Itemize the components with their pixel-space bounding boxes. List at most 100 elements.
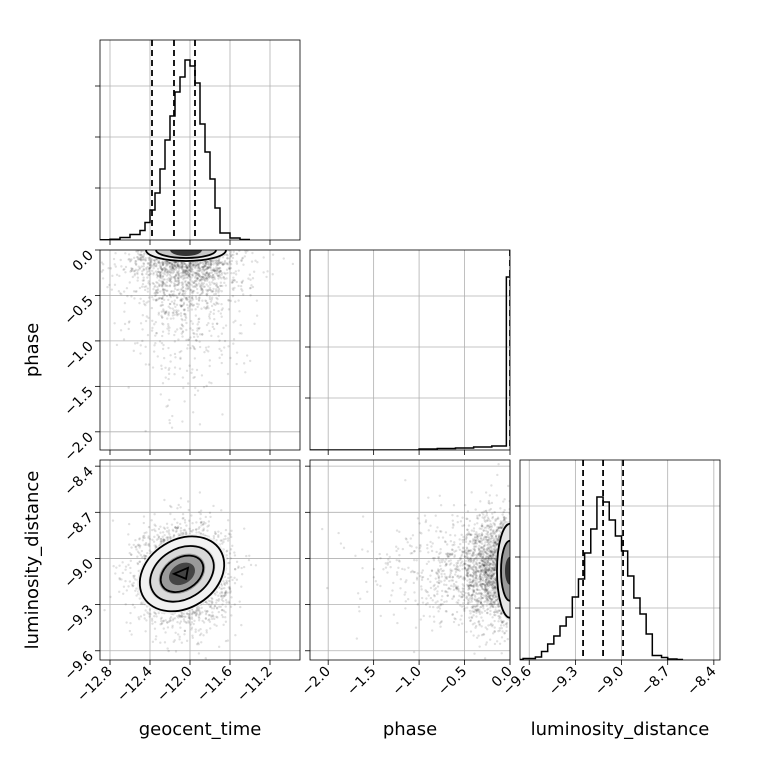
sample-point (157, 270, 160, 273)
sample-point (212, 263, 215, 266)
sample-point (138, 266, 142, 270)
sample-point (198, 423, 202, 426)
sample-point (140, 549, 144, 553)
sample-point (147, 256, 150, 260)
sample-point (172, 613, 175, 616)
sample-point (238, 332, 241, 335)
sample-point (226, 591, 229, 594)
sample-point (227, 572, 230, 576)
sample-point (231, 287, 235, 290)
sample-point (190, 304, 193, 307)
sample-point (488, 525, 492, 529)
sample-point (204, 276, 208, 280)
sample-point (173, 518, 176, 521)
sample-point (183, 629, 187, 633)
sample-point (476, 597, 479, 601)
sample-point (437, 559, 440, 562)
sample-point (142, 262, 145, 265)
sample-point (488, 574, 491, 577)
sample-point (183, 629, 187, 633)
sample-point (190, 290, 193, 293)
sample-point (162, 620, 165, 623)
sample-point (138, 538, 141, 541)
sample-point (463, 576, 466, 580)
sample-point (229, 266, 233, 270)
sample-point (215, 271, 219, 275)
sample-point (206, 260, 210, 264)
sample-point (182, 618, 186, 621)
sample-point (241, 279, 245, 283)
sample-point (166, 647, 169, 650)
sample-point (181, 267, 184, 270)
sample-point (220, 315, 223, 318)
sample-point (191, 274, 195, 277)
sample-point (485, 524, 489, 527)
sample-point (189, 623, 193, 626)
sample-point (161, 289, 164, 292)
sample-point (159, 271, 162, 275)
sample-point (157, 535, 160, 538)
sample-point (153, 512, 156, 516)
sample-point (161, 285, 164, 288)
sample-point (186, 270, 189, 274)
sample-point (156, 267, 160, 271)
sample-point (134, 260, 138, 263)
x-tick-label: −11.2 (234, 664, 276, 706)
sample-point (172, 282, 176, 285)
sample-point (227, 266, 231, 270)
sample-point (497, 620, 500, 623)
sample-point (154, 638, 157, 641)
sample-point (128, 551, 131, 555)
sample-point (183, 262, 187, 265)
sample-point (199, 517, 202, 520)
sample-point (138, 551, 141, 555)
sample-point (181, 420, 184, 423)
sample-point (124, 565, 128, 568)
sample-point (179, 529, 182, 533)
sample-point (168, 398, 171, 402)
sample-point (175, 311, 178, 314)
sample-point (159, 304, 162, 308)
sample-point (107, 266, 110, 270)
sample-point (174, 650, 178, 653)
sample-point (184, 287, 188, 290)
sample-point (138, 546, 141, 549)
sample-point (158, 296, 161, 300)
sample-point (198, 293, 202, 297)
sample-point (199, 266, 202, 270)
sample-point (227, 308, 231, 311)
sample-point (208, 281, 211, 284)
sample-point (199, 509, 203, 512)
sample-point (195, 368, 199, 372)
sample-point (201, 529, 204, 532)
sample-point (481, 551, 484, 555)
sample-point (226, 639, 230, 642)
sample-point (215, 624, 218, 627)
sample-point (169, 280, 172, 283)
sample-point (168, 265, 172, 268)
sample-point (195, 273, 198, 277)
sample-point (503, 521, 507, 524)
sample-point (496, 610, 499, 613)
sample-point (157, 261, 160, 264)
sample-point (137, 616, 140, 619)
sample-point (237, 566, 240, 570)
sample-point (161, 268, 164, 271)
sample-point (161, 263, 165, 267)
sample-point (478, 551, 482, 554)
sample-point (499, 526, 502, 530)
sample-point (468, 566, 471, 569)
sample-point (241, 256, 244, 260)
sample-point (233, 576, 236, 580)
sample-point (156, 533, 159, 537)
sample-point (138, 258, 141, 261)
sample-point (213, 532, 217, 535)
sample-point (224, 592, 227, 595)
sample-point (174, 279, 177, 283)
sample-point (133, 269, 136, 273)
sample-point (139, 553, 143, 557)
sample-point (480, 594, 483, 597)
sample-point (151, 640, 155, 644)
sample-point (493, 558, 496, 561)
sample-point (197, 298, 201, 301)
